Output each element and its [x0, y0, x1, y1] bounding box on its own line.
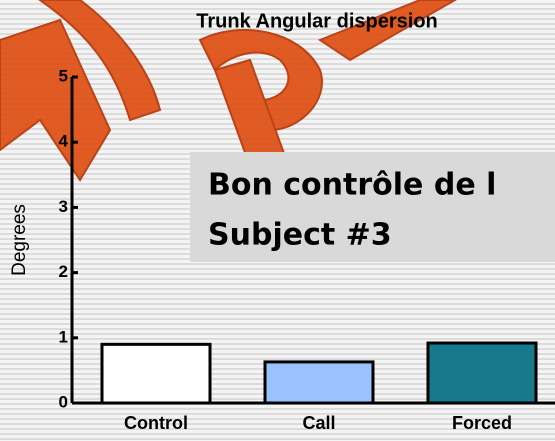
- x-tick-label: Call: [302, 413, 335, 433]
- bar: [428, 343, 536, 403]
- bar: [102, 344, 210, 403]
- annotation: Bon contrôle de l: [208, 168, 496, 203]
- y-tick-label: 3: [59, 197, 68, 216]
- chart-title: Trunk Angular dispersion: [196, 10, 438, 32]
- y-tick-label: 2: [59, 262, 68, 281]
- y-axis-label: Degrees: [9, 204, 30, 276]
- x-tick-label: Forced: [452, 413, 512, 433]
- annotation: Subject #3: [208, 218, 392, 253]
- y-tick-label: 0: [59, 392, 68, 411]
- y-tick-label: 4: [59, 132, 69, 151]
- x-tick-label: Control: [124, 413, 188, 433]
- y-tick-label: 5: [59, 66, 68, 85]
- y-tick-label: 1: [59, 327, 68, 346]
- chart: Trunk Angular dispersion Degrees 0 1 2 3 4 5 C…: [0, 0, 555, 441]
- bar: [265, 362, 373, 403]
- slide: Trunk Angular dispersion Degrees 0 1 2 3 4 5 C…: [0, 0, 555, 441]
